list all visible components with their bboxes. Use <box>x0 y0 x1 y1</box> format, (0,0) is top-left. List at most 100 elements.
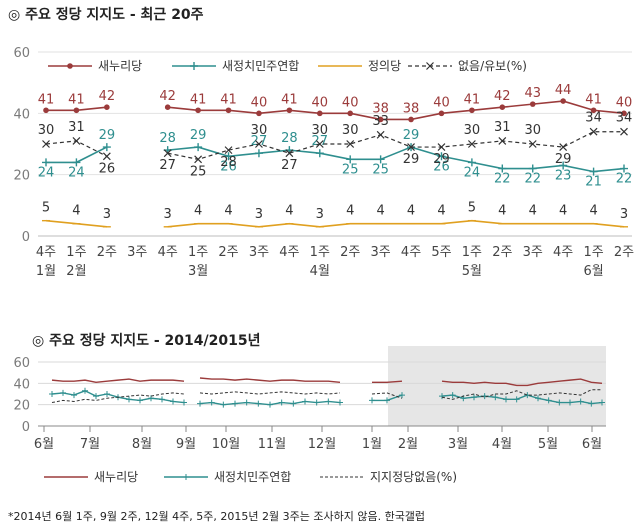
series-line-npad <box>441 394 603 405</box>
data-label-none: 34 <box>585 111 602 126</box>
data-point-npad <box>577 398 584 405</box>
data-point-npad <box>513 396 520 403</box>
data-point-npad <box>104 391 110 397</box>
data-label-justice: 3 <box>620 207 628 222</box>
data-point-npad <box>599 399 605 406</box>
legend-marker <box>67 63 73 69</box>
series-line-none <box>199 391 341 395</box>
data-label-saenuri: 40 <box>251 95 268 110</box>
data-point-npad <box>71 392 77 399</box>
y-tick-label: 40 <box>13 107 30 122</box>
data-label-npad: 28 <box>159 131 176 146</box>
x-week-label: 5주 <box>431 245 451 260</box>
data-label-npad: 22 <box>524 172 541 187</box>
data-label-justice: 4 <box>346 204 354 219</box>
data-label-saenuri: 38 <box>372 101 389 116</box>
legend-label: 지지정당없음(%) <box>370 470 457 484</box>
data-point-npad <box>148 395 154 402</box>
data-point-none <box>163 149 172 158</box>
data-point-npad <box>589 167 598 176</box>
data-point-none <box>72 137 81 145</box>
data-label-saenuri: 41 <box>190 92 207 107</box>
data-point-saenuri <box>225 107 232 114</box>
data-label-saenuri: 41 <box>281 92 298 107</box>
data-label-npad: 22 <box>494 172 511 187</box>
x-week-label: 2주 <box>492 245 512 260</box>
data-label-none: 29 <box>555 152 572 167</box>
data-label-npad: 29 <box>99 128 116 143</box>
data-point-npad <box>302 398 308 405</box>
data-label-npad: 28 <box>281 131 298 146</box>
data-label-saenuri: 40 <box>342 95 359 110</box>
data-point-npad <box>325 398 332 405</box>
x-month-label: 3월 <box>188 264 208 279</box>
data-label-justice: 4 <box>589 204 597 219</box>
data-point-npad <box>439 393 445 400</box>
legend-marker <box>183 474 189 480</box>
series-line-saenuri <box>199 377 341 383</box>
data-point-none <box>498 137 507 145</box>
data-point-npad <box>181 399 187 406</box>
data-label-none: 30 <box>342 123 359 138</box>
series-line-none <box>441 389 602 400</box>
data-point-npad <box>243 399 250 406</box>
x-week-label: 4주 <box>36 245 56 260</box>
data-label-saenuri: 41 <box>585 92 602 107</box>
data-label-justice: 4 <box>194 204 202 219</box>
data-point-none <box>42 140 50 148</box>
data-point-npad <box>267 401 273 408</box>
data-point-saenuri <box>347 110 354 117</box>
y-tick-label: 60 <box>13 356 30 371</box>
data-label-none: 30 <box>312 123 329 138</box>
data-label-saenuri: 42 <box>494 89 511 104</box>
data-label-none: 29 <box>433 152 450 167</box>
data-point-npad <box>535 395 541 402</box>
legend-label: 새정치민주연합 <box>222 59 299 73</box>
data-label-justice: 5 <box>42 201 50 216</box>
data-label-npad: 26 <box>433 159 450 174</box>
data-point-npad <box>376 155 385 164</box>
x-month-label: 3월 <box>448 437 468 452</box>
data-label-npad: 24 <box>68 165 85 180</box>
x-month-label: 9월 <box>176 437 196 452</box>
x-week-label: 1주 <box>188 245 208 260</box>
data-point-npad <box>556 399 563 406</box>
x-week-label: 1주 <box>66 245 86 260</box>
x-month-label: 5월 <box>538 437 558 452</box>
data-label-npad: 25 <box>372 162 389 177</box>
data-point-npad <box>399 392 405 399</box>
data-label-none: 29 <box>403 152 420 167</box>
data-label-saenuri: 42 <box>159 89 176 104</box>
data-point-npad <box>545 397 552 404</box>
data-point-none <box>376 130 385 139</box>
data-point-none <box>528 140 537 148</box>
x-month-label: 10월 <box>212 437 241 452</box>
data-label-npad: 25 <box>342 162 359 177</box>
data-point-npad <box>346 155 355 164</box>
data-point-none <box>102 152 111 161</box>
data-point-npad <box>503 396 509 403</box>
data-point-none <box>437 143 446 151</box>
x-week-label: 3주 <box>371 245 391 260</box>
x-week-label: 4주 <box>401 245 421 260</box>
data-label-justice: 4 <box>376 204 384 219</box>
data-point-npad <box>492 394 499 401</box>
data-point-saenuri <box>316 110 323 117</box>
x-month-label: 2월 <box>66 264 86 279</box>
data-point-npad <box>224 152 233 161</box>
data-point-npad <box>384 397 390 404</box>
x-month-label: 6월 <box>34 437 54 452</box>
x-month-label: 4월 <box>310 264 330 279</box>
data-label-saenuri: 41 <box>220 92 237 107</box>
x-week-label: 1주 <box>462 245 482 260</box>
data-label-saenuri: 42 <box>99 89 116 104</box>
data-label-saenuri: 40 <box>616 95 633 110</box>
data-label-justice: 3 <box>316 207 324 222</box>
x-month-label: 2월 <box>398 437 418 452</box>
y-tick-label: 40 <box>13 377 30 392</box>
data-point-saenuri <box>499 104 506 110</box>
y-tick-label: 60 <box>13 46 30 61</box>
x-week-label: 4주 <box>158 245 178 260</box>
data-point-saenuri <box>529 101 536 107</box>
data-point-none <box>255 140 263 148</box>
